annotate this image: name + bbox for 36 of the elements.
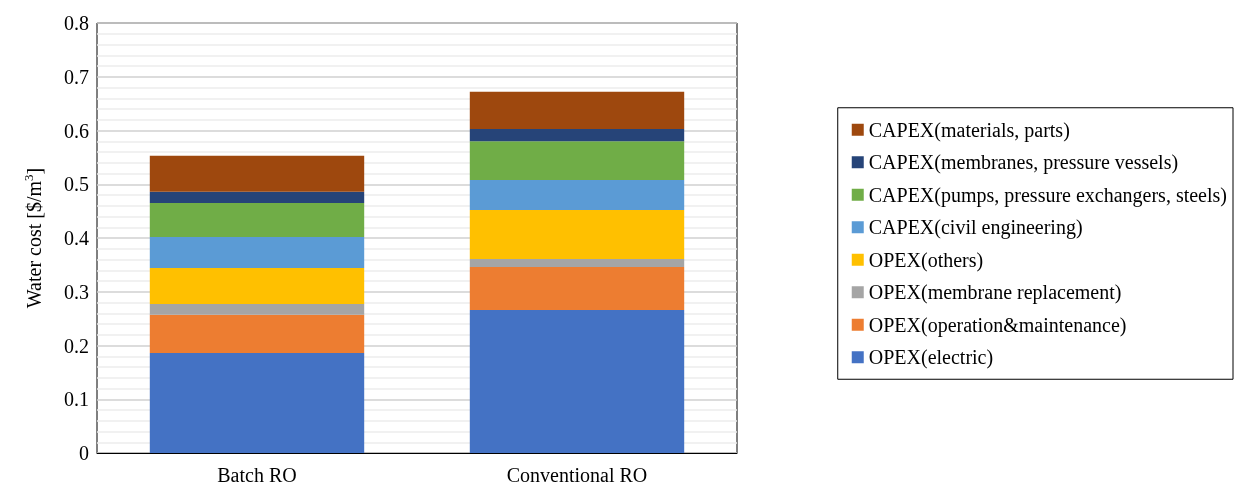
bar (469, 258, 685, 268)
bar (469, 267, 685, 311)
bar (469, 91, 685, 129)
bar (149, 353, 365, 453)
y-tick-label: 0 (79, 442, 89, 464)
bar (149, 268, 365, 305)
bar (149, 203, 365, 237)
bar (469, 179, 685, 211)
y-tick-label: 0.4 (64, 227, 89, 249)
y-tick-label: 0.3 (64, 280, 89, 303)
legend-label: CAPEX(civil engineering) (868, 216, 1083, 240)
y-tick-label: 0.7 (64, 65, 89, 88)
bar (469, 310, 685, 453)
y-tick-label: 0.8 (64, 12, 89, 34)
legend-label: CAPEX(pumps, pressure exchangers, steels) (868, 183, 1228, 207)
y-tick-label: 0.2 (64, 334, 89, 357)
y-axis-title: Water cost [$/m3] (21, 167, 45, 309)
legend-label: OPEX(electric) (868, 346, 994, 370)
legend-label: OPEX(membrane replacement) (868, 281, 1122, 305)
bar (469, 128, 685, 142)
legend-label: OPEX(others) (868, 248, 984, 272)
bar (469, 141, 685, 180)
legend-label: CAPEX(membranes, pressure vessels) (868, 151, 1179, 175)
bar (149, 155, 365, 192)
y-tick-label: 0.5 (64, 173, 89, 196)
x-tick-label: Conventional RO (506, 464, 648, 486)
legend-label: CAPEX(materials, parts) (868, 118, 1070, 142)
bar (149, 314, 365, 354)
legend-label: OPEX(operation&maintenance) (868, 313, 1127, 337)
bar (149, 304, 365, 315)
y-tick-label: 0.1 (64, 388, 89, 411)
y-tick-label: 0.6 (64, 119, 89, 142)
bar (149, 191, 365, 204)
bar (149, 236, 365, 269)
x-tick-label: Batch RO (217, 464, 297, 486)
bar (469, 210, 685, 259)
